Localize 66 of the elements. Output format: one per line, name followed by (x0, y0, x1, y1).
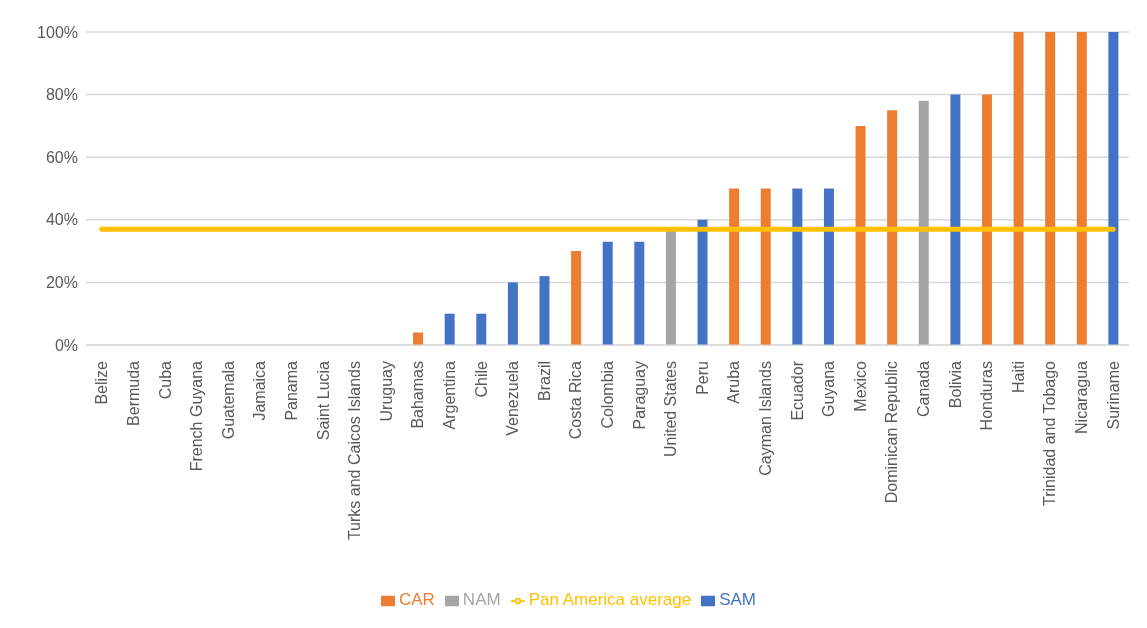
x-tick-label: Bolivia (946, 360, 964, 409)
x-tick-label: Jamaica (251, 360, 269, 421)
bar (823, 188, 834, 345)
x-tick-label: Belize (93, 360, 111, 405)
x-tick-label: Peru (693, 361, 711, 395)
x-tick-label: Honduras (978, 361, 996, 431)
x-tick-label: Ecuador (788, 360, 806, 421)
x-tick-label: Bermuda (124, 360, 142, 426)
y-tick-label: 80% (45, 86, 78, 104)
x-tick-label: Colombia (599, 360, 616, 429)
x-tick-label: Mexico (851, 360, 869, 412)
x-tick-label: Costa Rica (567, 360, 585, 440)
y-tick-label: 20% (45, 274, 78, 292)
bar (792, 188, 803, 345)
bar (697, 219, 708, 345)
bar (444, 313, 455, 345)
x-tick-label: Bahamas (409, 361, 427, 429)
bar (981, 94, 992, 345)
x-tick-label: Paraguay (630, 361, 648, 430)
bar (1013, 32, 1024, 345)
y-tick-label: 100% (37, 23, 78, 41)
x-tick-label: Aruba (725, 360, 743, 404)
bar (729, 188, 740, 345)
bar (760, 188, 771, 345)
legend-label: Pan America average (528, 590, 692, 609)
legend-label: CAR (398, 590, 435, 609)
x-tick-label: United States (662, 361, 680, 458)
x-tick-label: Guyana (820, 360, 838, 418)
x-tick-label: Panama (282, 360, 300, 421)
y-tick-label: 0% (54, 336, 78, 354)
bar (887, 110, 898, 345)
y-tick-label: 40% (45, 211, 78, 229)
x-tick-label: Argentina (440, 360, 458, 430)
x-tick-label: Nicaragua (1073, 360, 1091, 434)
x-tick-label: Uruguay (377, 361, 395, 422)
bar (413, 332, 424, 345)
bar (476, 313, 487, 345)
x-tick-label: Suriname (1104, 360, 1122, 430)
x-tick-label: Dominican Republic (883, 361, 901, 504)
bar (950, 94, 961, 345)
bar (571, 251, 582, 345)
bar (1045, 32, 1056, 345)
bar (634, 241, 645, 345)
x-tick-label: Venezuela (504, 360, 522, 436)
x-tick-label: Canada (915, 360, 933, 418)
bar (1108, 32, 1119, 345)
x-tick-label: Trinidad and Tobago (1041, 360, 1059, 506)
x-tick-label: Saint Lucia (314, 360, 332, 441)
bar (855, 125, 866, 345)
legend-label: NAM (462, 590, 501, 609)
legend-label: SAM (719, 590, 757, 609)
x-tick-label: Cuba (156, 360, 174, 400)
bar (507, 282, 518, 345)
x-tick-label: Brazil (535, 361, 553, 402)
y-tick-label: 60% (45, 148, 78, 166)
bar (665, 229, 676, 345)
bar (1076, 32, 1087, 345)
bar (539, 276, 550, 345)
x-tick-label: Haiti (1009, 361, 1027, 394)
x-tick-label: Guatemala (219, 360, 237, 440)
bar (602, 241, 613, 345)
x-tick-label: French Guyana (188, 360, 206, 472)
x-tick-label: Cayman Islands (757, 361, 775, 476)
bar (918, 100, 929, 345)
x-tick-label: Chile (472, 360, 490, 398)
x-tick-label: Turks and Caicos Islands (346, 361, 364, 541)
